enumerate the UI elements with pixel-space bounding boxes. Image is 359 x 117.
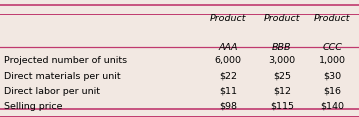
Text: $98: $98 xyxy=(219,102,237,111)
Text: $30: $30 xyxy=(323,72,341,80)
Text: Projected number of units: Projected number of units xyxy=(4,56,127,65)
Text: $115: $115 xyxy=(270,102,294,111)
Text: Product: Product xyxy=(314,14,350,23)
Text: Direct materials per unit: Direct materials per unit xyxy=(4,72,120,80)
Text: $22: $22 xyxy=(219,72,237,80)
Text: Product: Product xyxy=(210,14,246,23)
Text: $16: $16 xyxy=(323,87,341,96)
Text: $11: $11 xyxy=(219,87,237,96)
Text: 1,000: 1,000 xyxy=(318,56,346,65)
Text: $25: $25 xyxy=(273,72,291,80)
Text: $12: $12 xyxy=(273,87,291,96)
Text: 3,000: 3,000 xyxy=(268,56,295,65)
Text: AAA: AAA xyxy=(218,43,238,52)
Text: CCC: CCC xyxy=(322,43,342,52)
Text: Selling price: Selling price xyxy=(4,102,62,111)
Text: BBB: BBB xyxy=(272,43,292,52)
Text: Product: Product xyxy=(264,14,300,23)
Text: 6,000: 6,000 xyxy=(214,56,242,65)
Text: Direct labor per unit: Direct labor per unit xyxy=(4,87,99,96)
Text: $140: $140 xyxy=(320,102,344,111)
